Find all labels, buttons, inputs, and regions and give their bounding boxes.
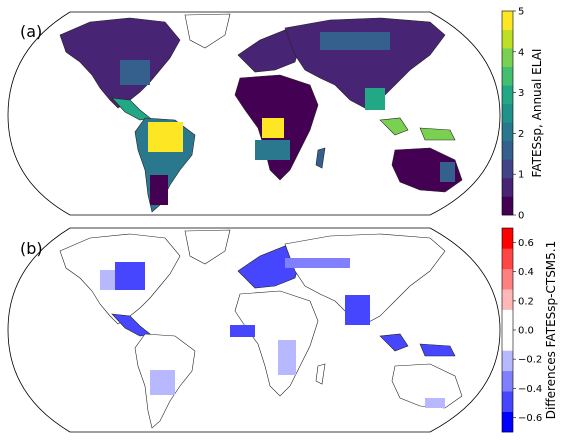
south-america-diff-b — [150, 370, 175, 395]
colorbar-a-swatches — [502, 11, 513, 216]
a-colorbar-swatch — [502, 85, 513, 105]
africa-savanna-a — [255, 140, 290, 160]
west-africa-diff-b — [230, 325, 255, 337]
b-colorbar-tick-label: 0.0 — [518, 326, 534, 337]
b-colorbar-tick-label: 0.4 — [518, 267, 534, 278]
a-colorbar-tick-label: 1 — [518, 170, 524, 181]
africa-b — [234, 290, 319, 397]
colorbar-b: −0.6 −0.4 −0.2 0.0 0.2 0.4 0.6 Differences FAT… — [501, 227, 558, 433]
asia-b — [284, 233, 446, 325]
a-colorbar-tick-label: 0 — [518, 211, 524, 222]
colorbar-a-frame — [501, 10, 514, 216]
a-colorbar-tick-label: 5 — [518, 7, 524, 18]
greenland-a — [184, 13, 231, 49]
indonesia-b — [379, 333, 456, 357]
map-panel-b: (b) — [7, 227, 501, 433]
b-colorbar-swatch — [502, 289, 513, 310]
a-colorbar-swatch — [502, 48, 513, 67]
north-america-forest-a — [120, 60, 150, 85]
b-colorbar-swatch — [502, 228, 513, 249]
colorbar-b-swatches — [502, 228, 513, 433]
a-colorbar-swatch — [502, 66, 513, 86]
land-a — [59, 13, 477, 213]
madagascar-b — [315, 363, 326, 385]
a-colorbar-swatch — [502, 29, 513, 49]
a-colorbar-swatch — [502, 122, 513, 142]
b-colorbar-tick-label: −0.6 — [518, 413, 542, 424]
b-colorbar-swatch — [502, 370, 513, 392]
b-colorbar-swatch — [502, 391, 513, 412]
colorbar-a: 0 1 2 3 4 5 FATESsp, Annual ELAI — [501, 7, 544, 222]
map-panel-a: (a) — [7, 11, 501, 216]
north-america-diff-light-b — [100, 270, 115, 290]
greenland-b — [184, 229, 231, 265]
amazon-high-lai-a — [148, 122, 183, 152]
indonesia-a — [379, 117, 456, 141]
south-america-south-a — [150, 175, 168, 205]
b-colorbar-tick-label: −0.4 — [518, 384, 542, 395]
b-colorbar-swatch — [502, 330, 513, 351]
panel-label-b: (b) — [20, 239, 43, 258]
b-colorbar-tick-label: 0.6 — [518, 238, 534, 249]
globe-outline-b — [7, 227, 501, 433]
a-colorbar-swatch — [502, 11, 513, 30]
colorbar-b-title: Differences FATESsp-CTSM5.1 — [544, 241, 558, 420]
colorbar-b-ticks: −0.6 −0.4 −0.2 0.0 0.2 0.4 0.6 — [513, 238, 542, 424]
central-america-b — [111, 313, 151, 337]
colorbar-a-ticks: 0 1 2 3 4 5 — [513, 7, 524, 222]
b-colorbar-swatch — [502, 350, 513, 372]
b-colorbar-tick-label: −0.2 — [518, 355, 542, 366]
globe-outline-a — [7, 11, 501, 216]
congo-high-lai-a — [262, 118, 284, 138]
b-colorbar-tick-label: 0.2 — [518, 296, 534, 307]
madagascar-a — [315, 147, 326, 169]
colorbar-a-title: FATESsp, Annual ELAI — [530, 49, 544, 178]
a-colorbar-tick-label: 2 — [518, 129, 524, 140]
india-diff-b — [345, 295, 370, 325]
a-colorbar-tick-label: 3 — [518, 88, 524, 99]
australia-diff-b — [425, 398, 445, 408]
b-colorbar-swatch — [502, 309, 513, 331]
a-colorbar-swatch — [502, 177, 513, 197]
a-colorbar-tick-label: 4 — [518, 47, 524, 58]
land-b — [59, 229, 477, 429]
north-america-diff-b — [115, 262, 145, 290]
central-america-a — [111, 97, 151, 121]
siberia-diff-b — [285, 258, 350, 268]
b-colorbar-swatch — [502, 411, 513, 433]
australia-east-a — [440, 162, 455, 182]
b-colorbar-swatch — [502, 248, 513, 270]
panel-label-a: (a) — [20, 22, 42, 41]
a-colorbar-swatch — [502, 196, 513, 216]
a-colorbar-swatch — [502, 140, 513, 160]
a-colorbar-swatch — [502, 159, 513, 179]
a-colorbar-swatch — [502, 103, 513, 123]
east-africa-diff-b — [278, 340, 296, 375]
siberia-forest-a — [320, 32, 390, 50]
b-colorbar-swatch — [502, 268, 513, 290]
southeast-asia-a — [365, 88, 385, 110]
